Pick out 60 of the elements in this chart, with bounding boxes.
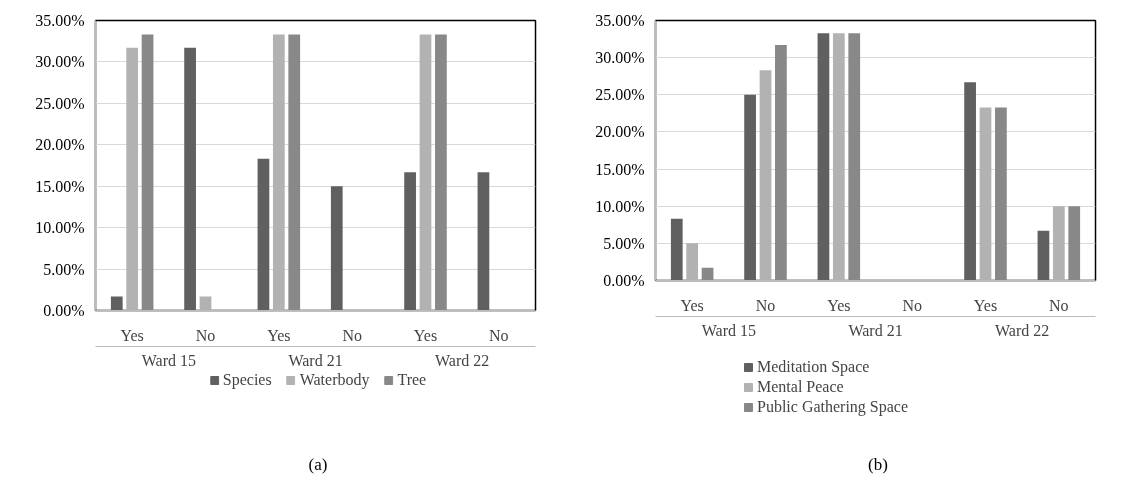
legend-label: Species <box>222 371 272 389</box>
x-tick-label: Yes <box>413 326 438 344</box>
y-tick-label: 25.00% <box>35 94 85 112</box>
x-tick-label: No <box>902 296 922 314</box>
text: Ward 21 <box>848 321 903 339</box>
y-tick-label: 20.00% <box>595 123 645 141</box>
text: Ward 21 <box>288 351 343 369</box>
text: (a) <box>308 455 328 475</box>
text: Ward 22 <box>995 321 1050 339</box>
y-tick-label: 10.00% <box>595 197 645 215</box>
x-tick-label: No <box>1049 296 1069 314</box>
y-tick-label: 30.00% <box>35 53 85 71</box>
y-tick-label: 25.00% <box>595 86 645 104</box>
bar <box>404 172 416 311</box>
text: Ward 15 <box>701 321 756 339</box>
y-tick-label: 0.00% <box>43 302 85 319</box>
legend-label: Tree <box>397 371 427 389</box>
x-tick-label: No <box>489 326 509 344</box>
bar <box>964 82 976 281</box>
legend-label: Mental Peace <box>757 378 844 396</box>
x-tick-label: Yes <box>827 296 851 314</box>
bar <box>477 172 490 311</box>
bar <box>330 186 343 311</box>
bar <box>288 34 301 311</box>
legend-label: Meditation Space <box>757 358 870 376</box>
x-tick-label: Yes <box>267 326 291 344</box>
x-tick-label: Yes <box>973 296 998 314</box>
bar <box>435 34 447 311</box>
bar <box>848 33 861 281</box>
y-tick-label: 15.00% <box>595 160 645 178</box>
y-tick-label: 5.00% <box>43 260 85 278</box>
bar <box>184 47 196 311</box>
legend-label: Public Gathering Space <box>757 398 909 416</box>
bar <box>775 45 787 281</box>
bar <box>744 94 756 281</box>
text: Ward 15 <box>141 351 196 369</box>
y-tick-label: 0.00% <box>603 272 645 289</box>
y-tick-label: 15.00% <box>35 177 85 195</box>
y-tick-label: 20.00% <box>35 136 85 154</box>
bar <box>257 158 270 311</box>
x-tick-label: No <box>195 326 216 344</box>
y-tick-label: 35.00% <box>35 12 85 29</box>
bar <box>817 33 830 281</box>
x-tick-label: Yes <box>680 296 704 314</box>
bar <box>141 34 154 311</box>
x-tick-label: No <box>755 296 776 314</box>
bar <box>110 296 123 311</box>
legend-label: Waterbody <box>299 371 370 389</box>
bar <box>995 107 1007 281</box>
text: Ward 22 <box>435 351 490 369</box>
x-tick-label: Yes <box>120 326 144 344</box>
bar <box>1037 230 1050 281</box>
y-tick-label: 5.00% <box>603 234 645 252</box>
bar <box>670 218 683 281</box>
y-tick-label: 30.00% <box>595 49 645 67</box>
y-tick-label: 10.00% <box>35 219 85 237</box>
text: (b) <box>868 454 888 474</box>
bar <box>1068 206 1081 281</box>
x-tick-label: No <box>342 326 362 344</box>
y-tick-label: 35.00% <box>595 12 645 29</box>
